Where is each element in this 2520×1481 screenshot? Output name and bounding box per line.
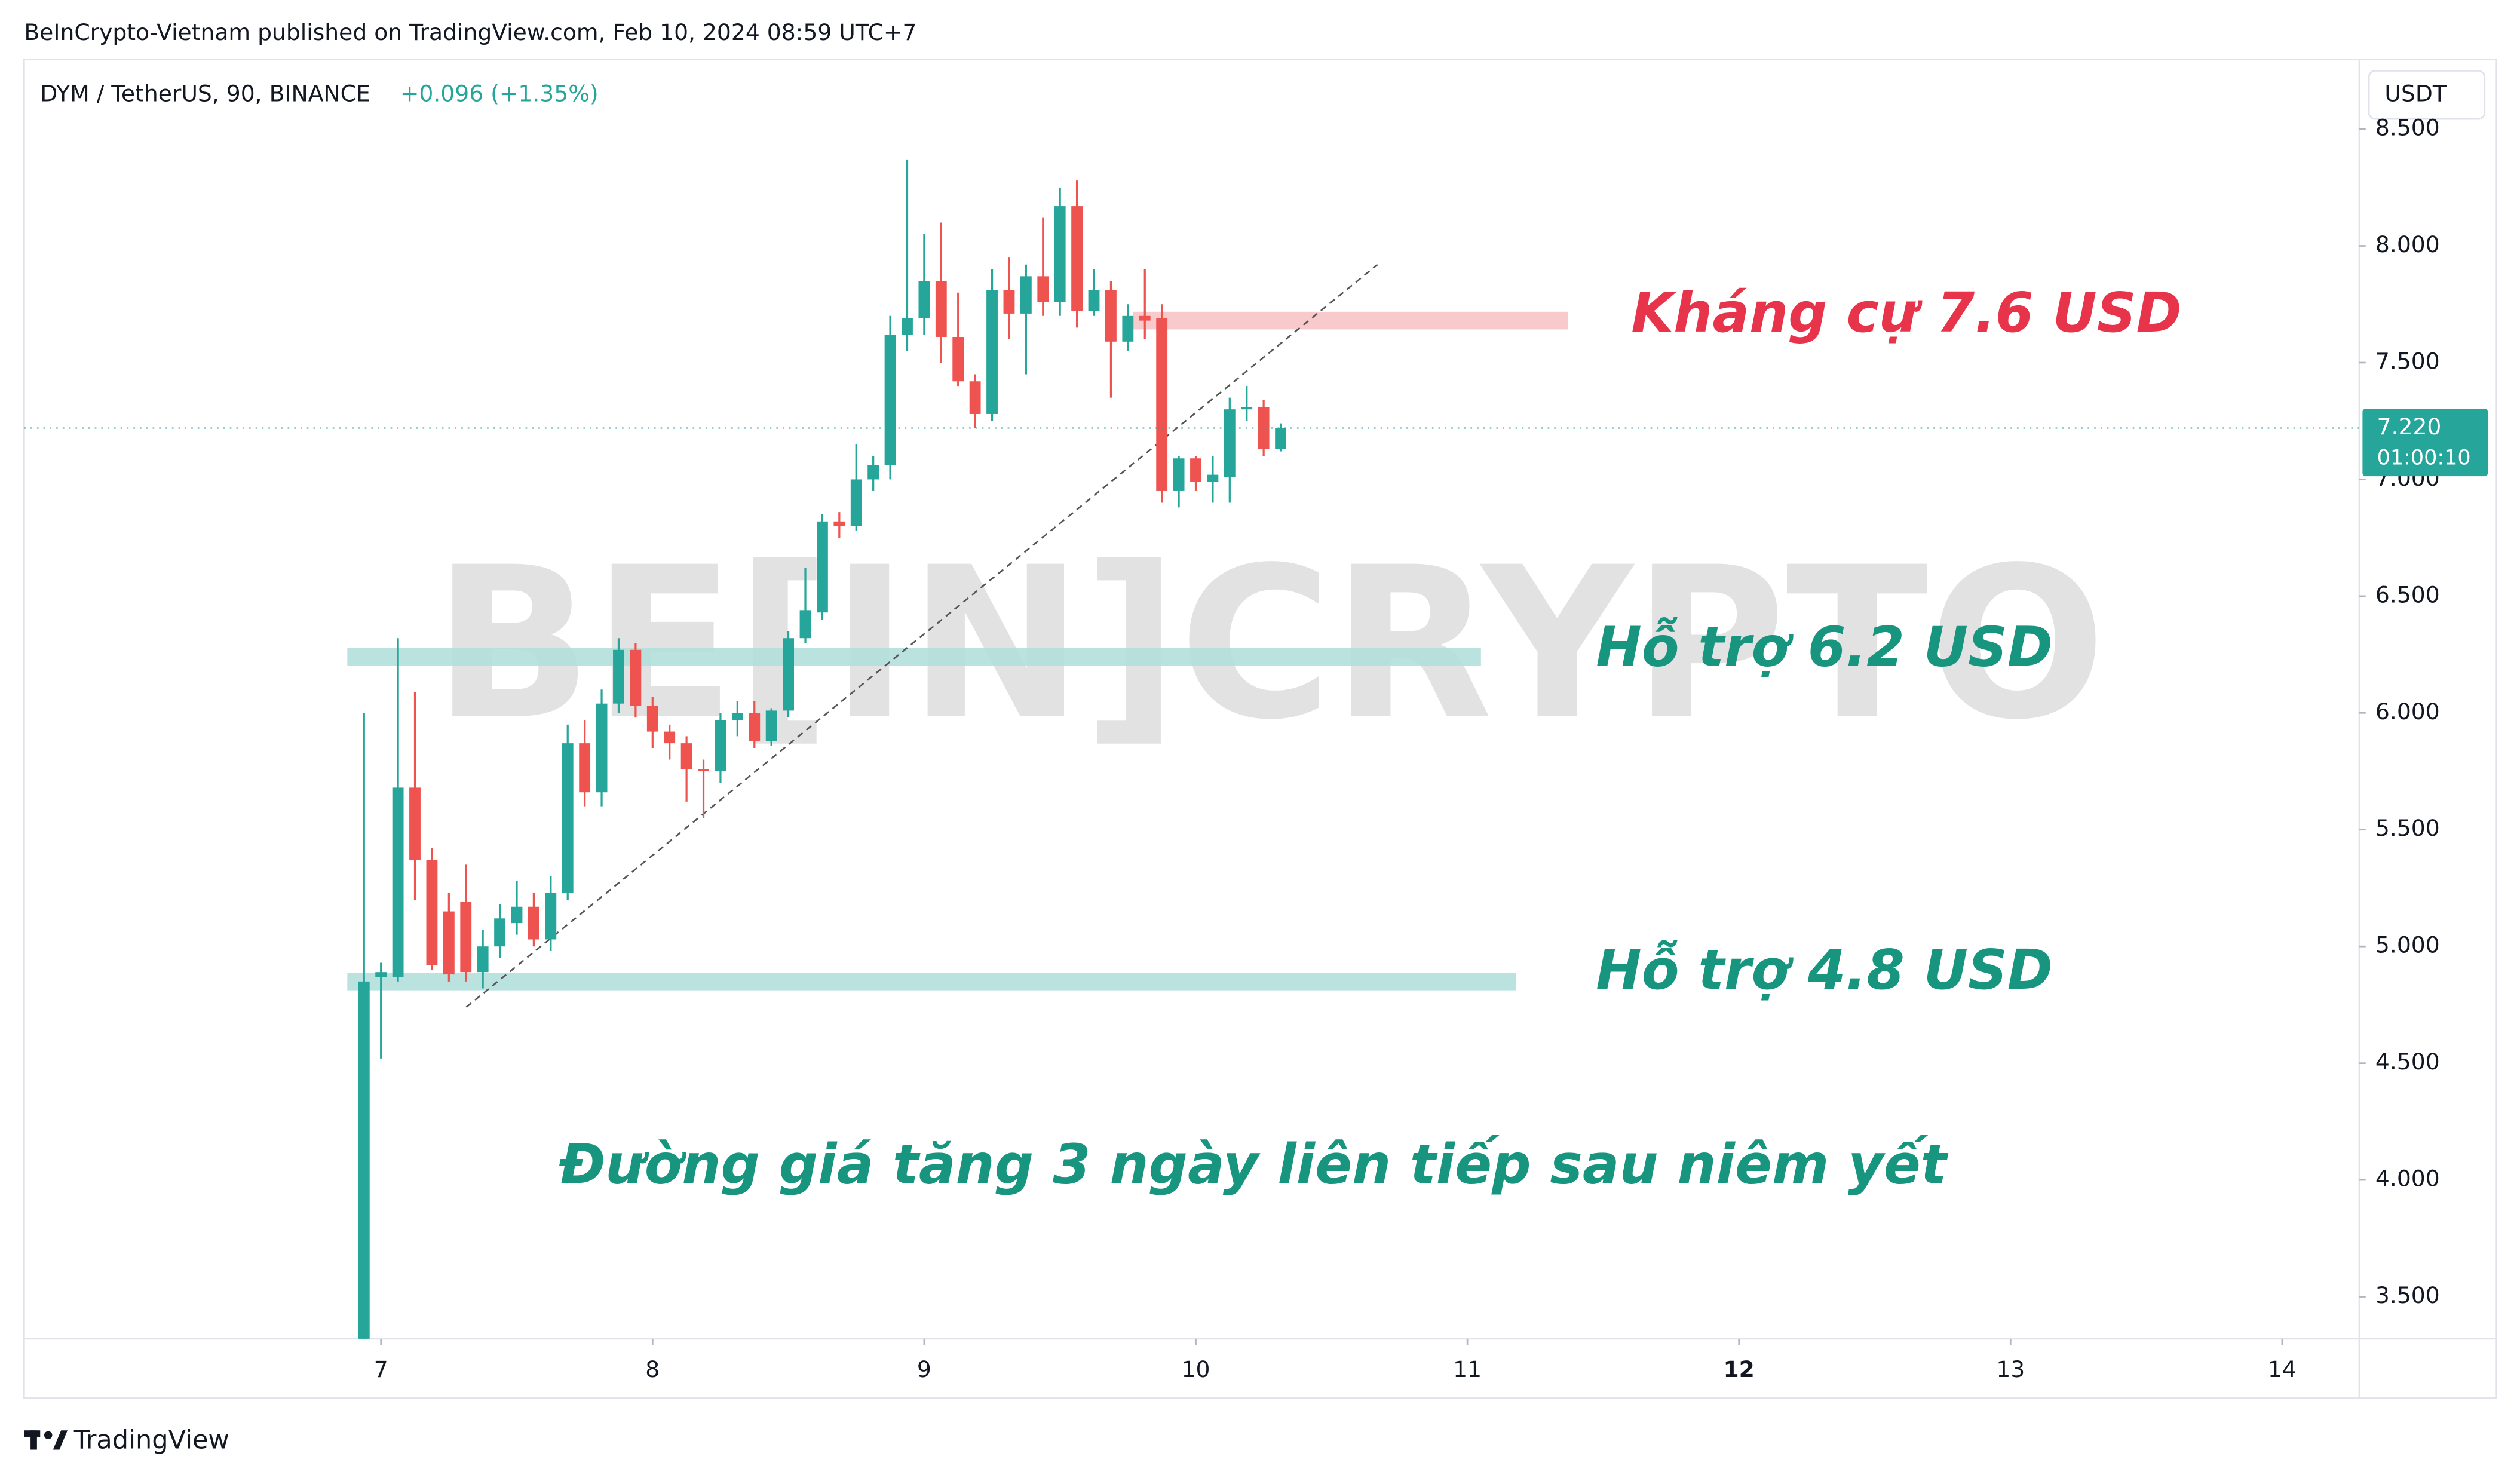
x-tick-label: 13 [1996,1356,2025,1382]
candle-body [579,743,591,793]
level-label: Hỗ trợ 6.2 USD [1596,615,2053,679]
candle-body [1275,428,1286,449]
candle-body [1258,407,1270,449]
candle-body [850,479,862,526]
symbol: DYM / TetherUS, 90, BINANCE [40,80,370,106]
candle-body [1105,290,1117,342]
price-tag [2362,409,2488,477]
x-tick-label: 11 [1453,1356,1482,1382]
candle-body [952,336,964,382]
candle-body [698,769,709,772]
candle-body [358,981,370,1339]
candle-body [562,743,574,893]
y-tick-label: 8.000 [2375,231,2440,257]
change: +0.096 (+1.35%) [400,80,599,106]
candle-body [1156,318,1168,491]
candle-body [1122,315,1134,342]
candle-body [817,521,828,613]
candle-body [443,911,455,975]
candle-body [765,710,777,741]
candle-body [935,281,947,337]
y-tick-label: 6.000 [2375,698,2440,725]
candle-body [867,465,879,480]
candle-body [1190,458,1201,482]
frame [23,59,2497,1399]
price-tag-label: 7.220 [2377,413,2442,440]
x-tick-label: 9 [917,1356,931,1382]
currency[interactable]: USDT [2384,80,2447,106]
candle-body [783,638,795,711]
publisher: BeInCrypto-Vietnam published on TradingV… [24,19,916,45]
footer: TradingView [73,1425,229,1455]
level-band [1133,311,1568,330]
candle-body [680,743,692,769]
candle-body [511,906,523,924]
y-tick-label: 6.500 [2375,581,2440,608]
candle-body [426,860,438,965]
candle-body [1207,474,1219,482]
candle-body [375,972,387,977]
annotation: Đường giá tăng 3 ngày liên tiếp sau niêm… [559,1133,1949,1197]
candle-body [477,946,489,973]
trendline [465,263,1378,1008]
candle-body [392,787,404,977]
level-label: Kháng cự 7.6 USD [1631,281,2181,345]
candle-body [409,787,421,860]
candle-body [799,610,811,639]
candle-body [1020,276,1032,314]
candle-body [596,703,608,793]
candle-body [528,906,539,940]
candle-body [545,893,557,940]
y-tick-label: 5.500 [2375,815,2440,841]
y-tick-label: 4.500 [2375,1048,2440,1075]
candle-body [986,290,998,414]
candle-body [884,335,896,465]
level-band [347,973,1516,991]
candle-body [646,706,658,732]
tv-logo [24,1430,68,1450]
x-tick-label: 7 [374,1356,388,1382]
y-tick-label: 7.500 [2375,348,2440,374]
candle-body [969,381,981,414]
candle-body [1241,407,1253,410]
y-tick-label: 3.500 [2375,1282,2440,1308]
candle-body [1071,206,1083,311]
price-tag-countdown: 01:00:10 [2377,446,2471,470]
x-tick-label: 12 [1723,1356,1754,1382]
candle-body [1173,458,1185,491]
level-band [347,648,1481,666]
candle-body [902,318,913,335]
candle-body [630,649,642,706]
candle-body [613,649,624,704]
currency-button[interactable] [2368,70,2486,120]
candle-body [749,713,761,741]
candle-body [731,713,743,720]
x-tick-label: 14 [2268,1356,2297,1382]
watermark: BE[IN]CRYPTO [433,523,2106,766]
candle-body [715,720,726,772]
candle-body [1139,315,1151,321]
y-tick-label: 8.500 [2375,115,2440,141]
candle-body [1088,290,1100,311]
candle-body [1054,206,1066,302]
candle-body [460,902,472,973]
candle-body [494,918,505,947]
candle-body [664,731,676,744]
y-tick-label: 4.000 [2375,1166,2440,1192]
candle-body [1224,409,1236,477]
y-tick-label: 5.000 [2375,932,2440,958]
candle-body [918,281,930,318]
candle-body [833,521,845,526]
candle-body [1037,276,1049,302]
level-label: Hỗ trợ 4.8 USD [1596,938,2053,1002]
x-tick-label: 8 [645,1356,660,1382]
candle-body [1003,290,1015,314]
x-tick-label: 10 [1182,1356,1210,1382]
